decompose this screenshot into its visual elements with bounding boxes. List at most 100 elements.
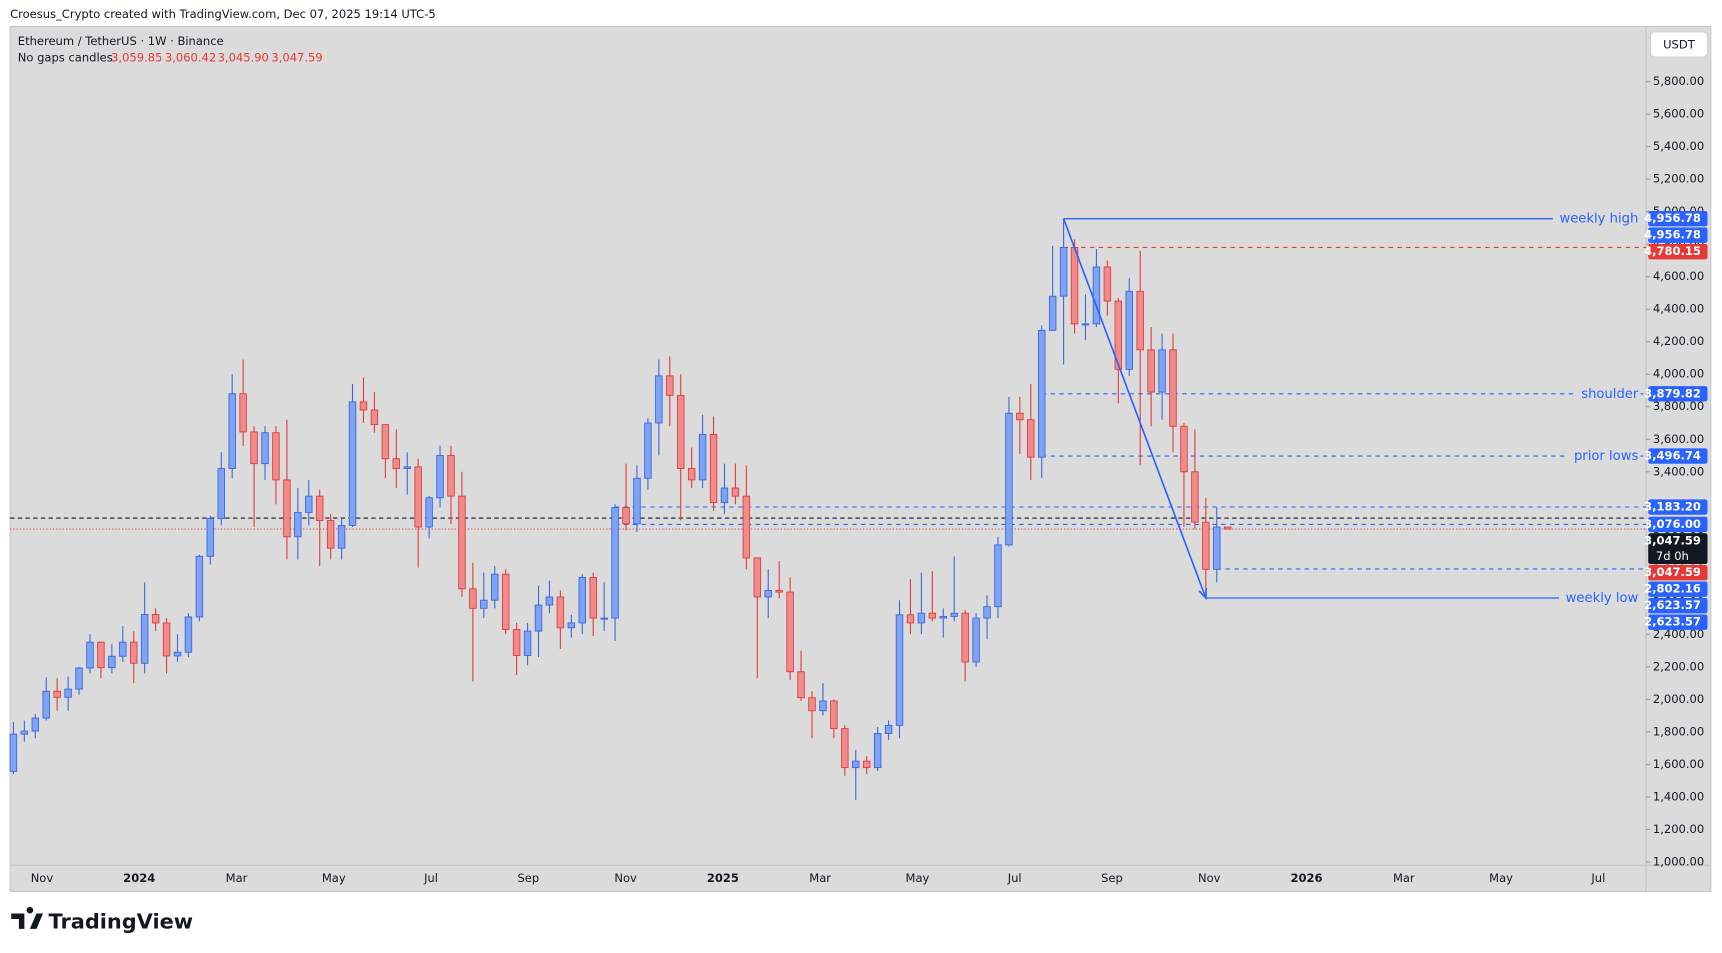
candle-body [53,690,61,698]
candle-body [1223,526,1232,530]
y-tick-label: 5,400.00 [1653,139,1704,153]
y-tick-label: 2,400.00 [1653,627,1704,641]
candle-body [512,629,521,656]
y-tick-label: 2,000.00 [1653,692,1704,706]
x-tick-label: 2025 [707,871,739,885]
candle-body [578,576,586,624]
candle-body [1059,246,1068,297]
candle-body [392,458,401,469]
candle-body [1027,419,1035,458]
candle-body [97,641,105,669]
y-tick-label: 4,600.00 [1653,269,1704,283]
candle-body [250,431,258,465]
candle-body [501,573,510,630]
candle-body [917,612,926,624]
annotation-background [1574,386,1641,402]
candle-body [687,468,696,481]
candle-body [698,433,707,481]
level-annotation: prior lows [1574,449,1639,464]
x-tick-label: Mar [226,871,248,885]
x-tick-label: Sep [517,871,539,885]
candle-body [359,401,368,411]
price-badge-label: 3,047.59 [1644,533,1701,547]
y-tick-label: 1,600.00 [1653,757,1704,771]
currency-button[interactable] [1649,31,1709,58]
price-badge [1648,386,1708,402]
candle-body [151,614,160,624]
annotation-background [1552,211,1641,227]
candle-body [75,667,83,690]
candle-body [1048,295,1057,331]
candle-body [742,495,751,559]
candle-body [884,724,893,734]
x-tick-label: Jul [1590,871,1605,885]
price-badge [1648,614,1708,630]
candle-body [381,424,390,460]
candle-body [337,524,346,549]
candle-body [666,375,674,396]
price-badge-label: 2,623.57 [1644,598,1701,612]
candle-body [1092,266,1101,325]
candle-body [108,655,116,669]
candle-body [1180,425,1188,473]
price-badge-label: 3,047.59 [1644,565,1701,579]
candle-body [414,466,422,528]
candle-body [808,697,816,712]
chart-panel [9,25,1712,893]
candle-body [633,477,641,525]
y-tick-label: 1,000.00 [1653,854,1704,868]
candle-body [534,604,543,632]
price-badge-label: 4,780.15 [1644,244,1701,258]
logo: TradingView [11,906,194,933]
candle-body [928,612,937,619]
brand-name: TradingView [49,909,194,933]
ohlc-value: 3,047.59 [271,51,322,65]
candle-body [31,717,40,732]
x-tick-label: May [322,871,346,885]
candle-body [950,612,958,617]
candle-body [173,651,182,657]
candle-body [676,394,685,469]
currency-label[interactable]: USDT [1663,38,1696,52]
candle-body [983,606,991,619]
candle-body [9,733,18,772]
price-badge-label: 3,879.82 [1644,386,1701,400]
candle-body [1114,300,1123,370]
x-tick-label: 2026 [1291,871,1323,885]
candle-body [403,466,411,469]
y-tick-label: 3,600.00 [1653,432,1704,446]
candle-body [184,616,193,653]
candle-body [86,641,94,669]
candle-body [961,612,969,663]
y-tick-label: 1,800.00 [1653,724,1704,738]
candle-body [228,393,236,469]
x-tick-label: 2024 [123,871,155,885]
candle-body [611,507,619,619]
price-badge [1648,243,1708,260]
y-tick-label: 4,400.00 [1653,302,1704,316]
candle-body [436,455,444,499]
candle-body [326,520,335,549]
candle-body [1037,329,1046,458]
y-tick-label: 1,400.00 [1653,789,1704,803]
price-badge [1648,533,1708,564]
candle-body [370,409,379,426]
candle-body [862,760,871,769]
x-tick-label: Mar [1393,871,1415,885]
candle-body [786,591,794,673]
candle-body [994,544,1002,608]
candle-body [1136,290,1144,351]
price-badge-label: 2,623.57 [1644,615,1701,629]
plot: weekly high shoulder prior lows weekly low [9,211,1647,801]
candle-body [753,557,762,598]
x-tick-label: Sep [1101,871,1123,885]
x-tick-label: Mar [809,871,831,885]
annotation-background [1567,448,1641,464]
candle-body [819,700,827,712]
candle-body [491,573,499,601]
candle-body [775,589,783,593]
candle-body [458,495,466,590]
y-tick-label: 4,200.00 [1653,334,1704,348]
price-badge-label: 3,496.74 [1644,449,1701,463]
candle-body [545,596,554,606]
